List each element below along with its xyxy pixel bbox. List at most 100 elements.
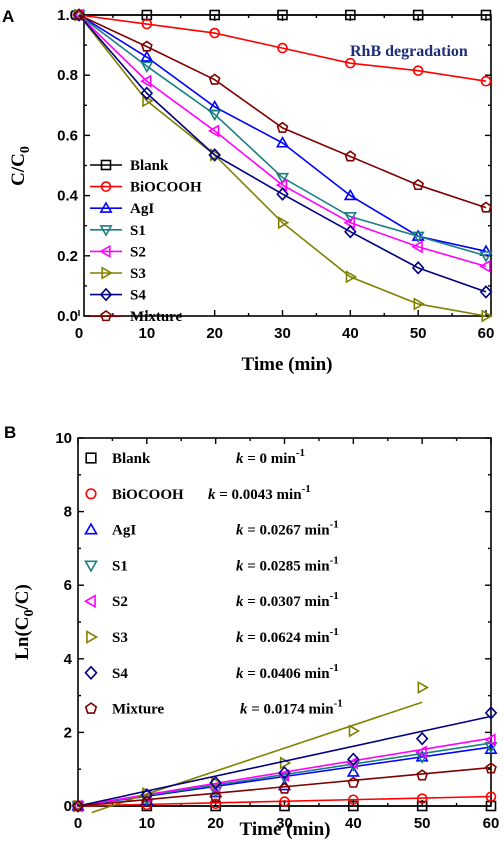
panel-b-label: B <box>4 423 16 442</box>
x-tick-label: 10 <box>138 815 155 832</box>
data-point-mixture <box>209 791 222 803</box>
legend-label: S3 <box>130 266 146 282</box>
legend-marker <box>84 702 98 714</box>
legend-item-s2: S2 <box>90 244 146 260</box>
panel-b-x-axis-title: Time (min) <box>240 819 331 840</box>
rate-constant-label: k = 0.0267 min-1 <box>236 519 339 539</box>
data-point-mixture <box>412 178 425 191</box>
legend-label: S4 <box>130 288 146 304</box>
data-point-s1 <box>208 109 222 122</box>
series-line-s3 <box>78 14 487 317</box>
series-line-biocooh <box>78 14 487 83</box>
data-point-mixture <box>480 201 492 213</box>
data-point-s2 <box>411 240 423 254</box>
y-tick-label: 0.2 <box>57 248 78 265</box>
x-tick-label: 40 <box>342 325 359 342</box>
legend-marker <box>99 287 113 302</box>
legend-item-s4: S4 k = 0.0406 min-1 <box>84 662 339 682</box>
series-line-s1 <box>78 14 487 257</box>
data-point-s2 <box>479 259 491 273</box>
x-tick-label: 0 <box>74 815 82 832</box>
x-tick-label: 60 <box>483 815 500 832</box>
legend-item-s3: S3 k = 0.0624 min-1 <box>86 626 339 646</box>
data-point-s3 <box>481 309 493 323</box>
data-point-s1 <box>411 231 425 244</box>
legend-item-s1: S1 k = 0.0285 min-1 <box>84 554 339 574</box>
data-point-biocooh <box>210 798 221 810</box>
data-point-biocooh <box>277 42 288 54</box>
data-point-s4 <box>415 731 429 746</box>
panel-a-x-axis-title: Time (min) <box>242 354 333 375</box>
x-tick-label: 20 <box>207 815 224 832</box>
data-point-s4 <box>479 285 493 299</box>
legend-marker <box>84 560 98 573</box>
data-point-s2 <box>415 745 427 759</box>
y-tick-label: 2 <box>64 724 72 741</box>
legend-label: Blank <box>130 158 169 174</box>
legend-item-agi: AgI k = 0.0267 min-1 <box>84 519 339 539</box>
series-line-mixture <box>78 14 487 209</box>
data-point-s4 <box>140 788 154 802</box>
panel-b-legend: Blank k = 0 min-1 BiOCOOH k = 0.0043 min-1 A… <box>83 447 343 718</box>
legend-item-blank: Blank <box>90 158 169 174</box>
data-point-s3 <box>210 148 222 162</box>
data-point-blank <box>412 9 424 21</box>
legend-label: S3 <box>112 630 128 646</box>
x-tick-label: 60 <box>478 325 495 342</box>
data-point-s1 <box>140 61 154 73</box>
data-point-agi <box>140 50 154 62</box>
x-tick-label: 30 <box>274 325 291 342</box>
rate-constant-label: k = 0.0043 min-1 <box>208 483 311 503</box>
legend-marker <box>100 159 112 171</box>
legend-item-mixture: Mixture <box>90 309 183 325</box>
data-point-blank <box>348 800 359 812</box>
data-point-s4 <box>484 706 498 720</box>
data-point-mixture <box>140 40 153 52</box>
rate-constant-label: k = 0.0174 min-1 <box>240 698 343 718</box>
data-point-mixture <box>278 782 291 794</box>
x-tick-label: 30 <box>276 815 293 832</box>
x-tick-label: 50 <box>414 815 431 832</box>
series-line-s2 <box>78 14 487 268</box>
legend-label: AgI <box>130 201 154 217</box>
data-point-mixture <box>276 121 289 133</box>
legend-marker <box>99 244 111 258</box>
panel-a: A 0 10 20 30 40 50 60 0.0 0.2 0.4 0.6 0.8 1.0 RhB de… <box>2 7 494 375</box>
legend-marker <box>101 266 113 280</box>
legend-label: AgI <box>112 523 136 539</box>
data-point-blank <box>277 9 288 21</box>
data-point-s2 <box>343 216 355 230</box>
data-point-mixture <box>485 762 497 774</box>
data-point-s1 <box>479 251 493 263</box>
legend-label: S1 <box>130 223 146 239</box>
y-tick-label: 0.6 <box>57 127 78 144</box>
legend-marker <box>99 225 113 237</box>
data-point-s2 <box>207 124 220 138</box>
panel-a-annotation: RhB degradation <box>350 43 468 60</box>
data-point-s4 <box>140 86 154 101</box>
data-point-s1 <box>275 172 290 185</box>
panel-a-legend: Blank BiOCOOH AgI S1 S2 S3 S4 Mixture <box>90 158 202 325</box>
legend-label: BiOCOOH <box>130 180 202 196</box>
data-point-s2 <box>346 756 358 770</box>
rate-constant-label: k = 0.0307 min-1 <box>236 590 339 610</box>
panel-b-series <box>71 680 498 814</box>
legend-label: S4 <box>112 666 128 682</box>
y-tick-label: 0 <box>64 798 72 815</box>
legend-item-blank: Blank k = 0 min-1 <box>85 447 305 467</box>
legend-item-s3: S3 <box>90 266 146 282</box>
legend-marker <box>86 630 99 644</box>
data-point-agi <box>346 765 360 777</box>
legend-label: Blank <box>112 451 151 467</box>
legend-label: S2 <box>130 244 146 260</box>
panel-b: B 0 10 20 30 40 50 60 0 2 4 6 8 10 Time (min) Ln(C0/… <box>4 423 499 840</box>
data-point-biocooh <box>416 793 428 804</box>
panel-a-y-axis-title: C/C0 <box>8 146 33 186</box>
data-point-s3 <box>345 270 358 284</box>
data-point-biocooh <box>209 27 220 39</box>
rate-constant-label: k = 0.0624 min-1 <box>236 626 339 646</box>
legend-label: S1 <box>112 558 128 574</box>
legend-item-biocooh: BiOCOOH k = 0.0043 min-1 <box>85 483 311 503</box>
y-tick-label: 0.0 <box>57 308 78 325</box>
